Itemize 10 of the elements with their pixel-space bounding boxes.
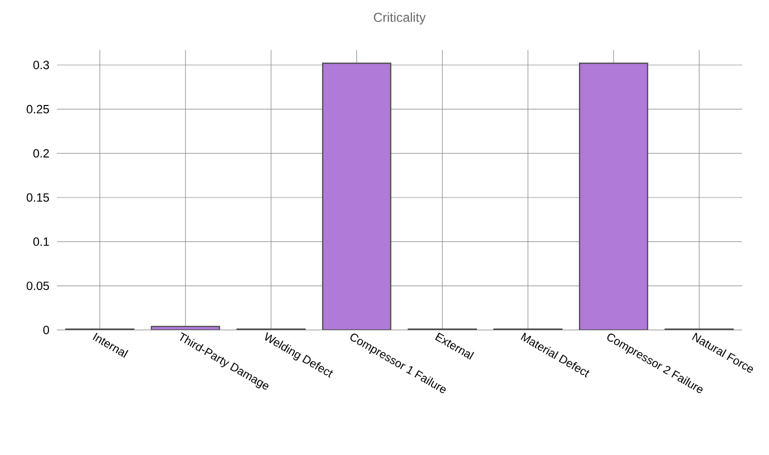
y-tick-label: 0 xyxy=(43,326,50,334)
y-tick-label: 0.3 xyxy=(33,60,49,70)
y-tick-label: 0.15 xyxy=(26,193,49,202)
y-tick-label: 0.1 xyxy=(33,237,49,246)
chart-title: Criticality xyxy=(374,12,426,24)
y-tick-label: 0.2 xyxy=(33,149,49,158)
y-tick-label: 0.25 xyxy=(26,104,49,114)
y-tick-label: 0.05 xyxy=(26,282,49,290)
bar xyxy=(580,63,648,330)
bar xyxy=(322,63,391,330)
